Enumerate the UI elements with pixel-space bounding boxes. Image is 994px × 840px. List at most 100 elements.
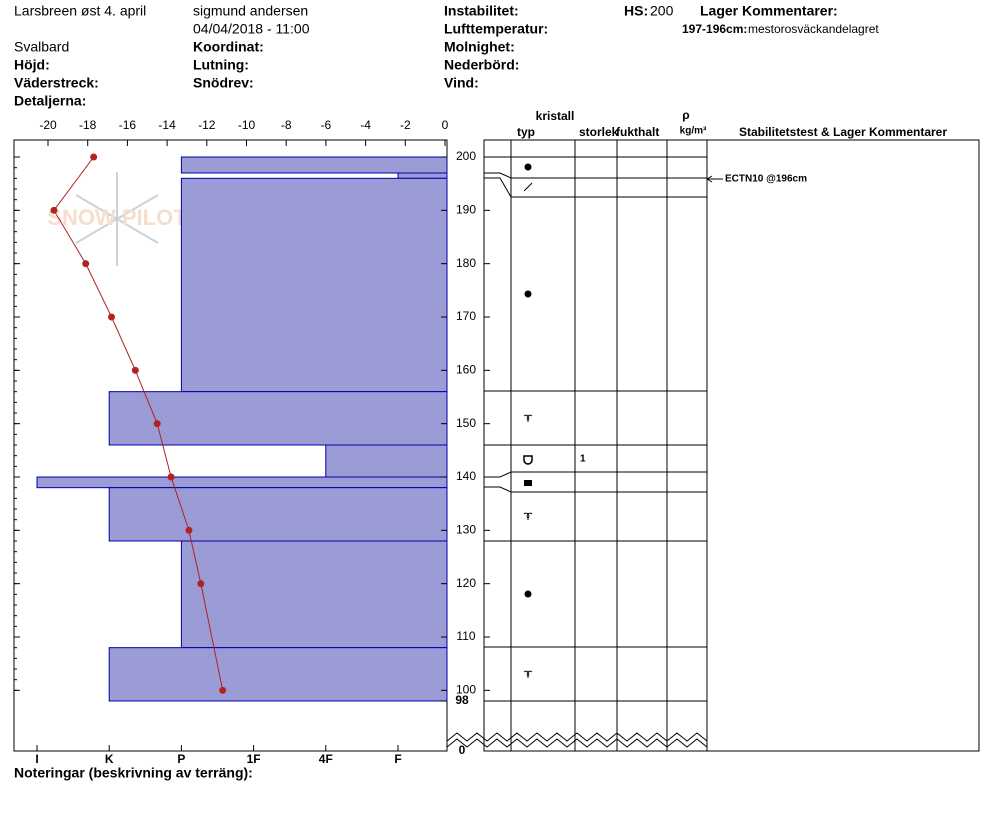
- temp-tick-label: -10: [238, 118, 256, 132]
- field-label: Detaljerna:: [14, 93, 86, 109]
- field-label: Lufttemperatur:: [444, 21, 548, 37]
- temp-tick-label: -4: [360, 118, 371, 132]
- hardness-tick-label: 1F: [247, 752, 261, 766]
- col-header: storlek: [579, 125, 619, 139]
- grain-square: [524, 480, 532, 486]
- temp-tick-label: -2: [400, 118, 411, 132]
- hardness-bar: [180, 177, 448, 393]
- temp-tick-label: -6: [321, 118, 332, 132]
- hs-value: 200: [650, 3, 674, 19]
- col-header: fukthalt: [616, 125, 659, 139]
- height-tick-label: 150: [456, 416, 476, 430]
- layer-comments-title: Lager Kommentarer:: [700, 3, 838, 19]
- layer-comment-range: 197-196cm:: [682, 22, 747, 36]
- snowflake: [75, 172, 159, 266]
- col-header: kristall: [536, 109, 575, 123]
- hardness-bar: [108, 391, 448, 446]
- field-label: Koordinat:: [193, 39, 264, 55]
- col-header: kg/m³: [680, 126, 707, 137]
- col-header: ρ: [682, 108, 689, 122]
- height-tick-label: 130: [456, 523, 476, 537]
- height-tick-label: 98: [455, 693, 469, 707]
- temperature-point: [197, 580, 205, 588]
- field-label: Vind:: [444, 75, 479, 91]
- grain-dot: [524, 163, 532, 171]
- axis-break: [446, 732, 708, 743]
- temperature-point: [50, 206, 58, 214]
- hardness-tick-label: K: [105, 752, 114, 766]
- layer-connector: [484, 471, 512, 478]
- temperature-point: [167, 473, 175, 481]
- hardness-tick-label: I: [35, 752, 38, 766]
- col-header: typ: [517, 125, 535, 139]
- field-label: Instabilitet:: [444, 3, 519, 19]
- grain-slash: [523, 182, 533, 192]
- temperature-line: [53, 156, 224, 691]
- grain-symbols: [523, 163, 533, 678]
- height-tick-label: 100: [456, 683, 476, 697]
- temperature-point: [153, 420, 161, 428]
- field-label: Lutning:: [193, 57, 249, 73]
- height-tick-label: 110: [456, 629, 475, 643]
- field-label: Snödrev:: [193, 75, 254, 91]
- height-tick-label: 0: [459, 743, 466, 757]
- layer-comment: mestorosväckandelagret: [748, 22, 879, 36]
- temperature-point: [131, 366, 139, 374]
- hardness-tick-label: P: [177, 752, 185, 766]
- layer-connector: [484, 172, 512, 179]
- height-tick-label: 180: [456, 256, 476, 270]
- notes-label: Noteringar (beskrivning av terräng):: [14, 765, 253, 781]
- height-tick-label: 200: [456, 149, 476, 163]
- temp-tick-label: 0: [442, 118, 449, 132]
- temp-tick-label: -16: [119, 118, 137, 132]
- temperature-point: [82, 260, 90, 268]
- hardness-bar: [180, 540, 448, 649]
- hardness-bar: [36, 476, 448, 489]
- axis-break: [446, 738, 708, 749]
- temperature-point: [219, 686, 227, 694]
- hardness-bar: [180, 156, 448, 174]
- temperature-point: [90, 153, 98, 161]
- watermark: SNOW PILOT: [47, 172, 187, 266]
- grain-dot: [524, 590, 532, 598]
- height-tick-label: 190: [456, 203, 476, 217]
- grain-mixed: [523, 455, 533, 465]
- region: Svalbard: [14, 39, 69, 55]
- temperature-point: [108, 313, 116, 321]
- hardness-bar: [108, 647, 448, 702]
- layer-connector: [484, 486, 512, 493]
- height-tick-label: 160: [456, 363, 476, 377]
- hs-label: HS:: [624, 3, 648, 19]
- grain-facet: [523, 414, 533, 422]
- grain-facet: [523, 512, 533, 520]
- temp-tick-label: -8: [281, 118, 292, 132]
- grain-facet: [523, 670, 533, 678]
- temp-tick-label: -20: [39, 118, 57, 132]
- hardness-tick-label: F: [394, 752, 401, 766]
- height-tick-label: 120: [456, 576, 476, 590]
- temp-tick-label: -18: [79, 118, 97, 132]
- hardness-bar: [325, 444, 448, 478]
- watermark-text: SNOW PILOT: [47, 205, 187, 230]
- grain-dot: [524, 290, 532, 298]
- height-tick-label: 140: [456, 469, 476, 483]
- field-label: Nederbörd:: [444, 57, 519, 73]
- layer-connector: [484, 177, 512, 198]
- location: Larsbreen øst 4. april: [14, 3, 146, 19]
- temperature-point: [185, 526, 193, 534]
- height-tick-label: 170: [456, 309, 476, 323]
- observer: sigmund andersen: [193, 3, 308, 19]
- stability-arrow: [706, 175, 723, 183]
- stability-test: ECTN10 @196cm: [725, 174, 807, 185]
- field-label: Väderstreck:: [14, 75, 99, 91]
- datetime: 04/04/2018 - 11:00: [193, 21, 310, 37]
- grain-size: 1: [580, 454, 586, 465]
- temp-tick-label: -12: [198, 118, 216, 132]
- field-label: Molnighet:: [444, 39, 515, 55]
- hardness-bar: [397, 172, 448, 179]
- temp-tick-label: -14: [158, 118, 176, 132]
- hardness-bar: [108, 487, 448, 542]
- col-header: Stabilitetstest & Lager Kommentarer: [739, 125, 947, 139]
- field-label: Höjd:: [14, 57, 50, 73]
